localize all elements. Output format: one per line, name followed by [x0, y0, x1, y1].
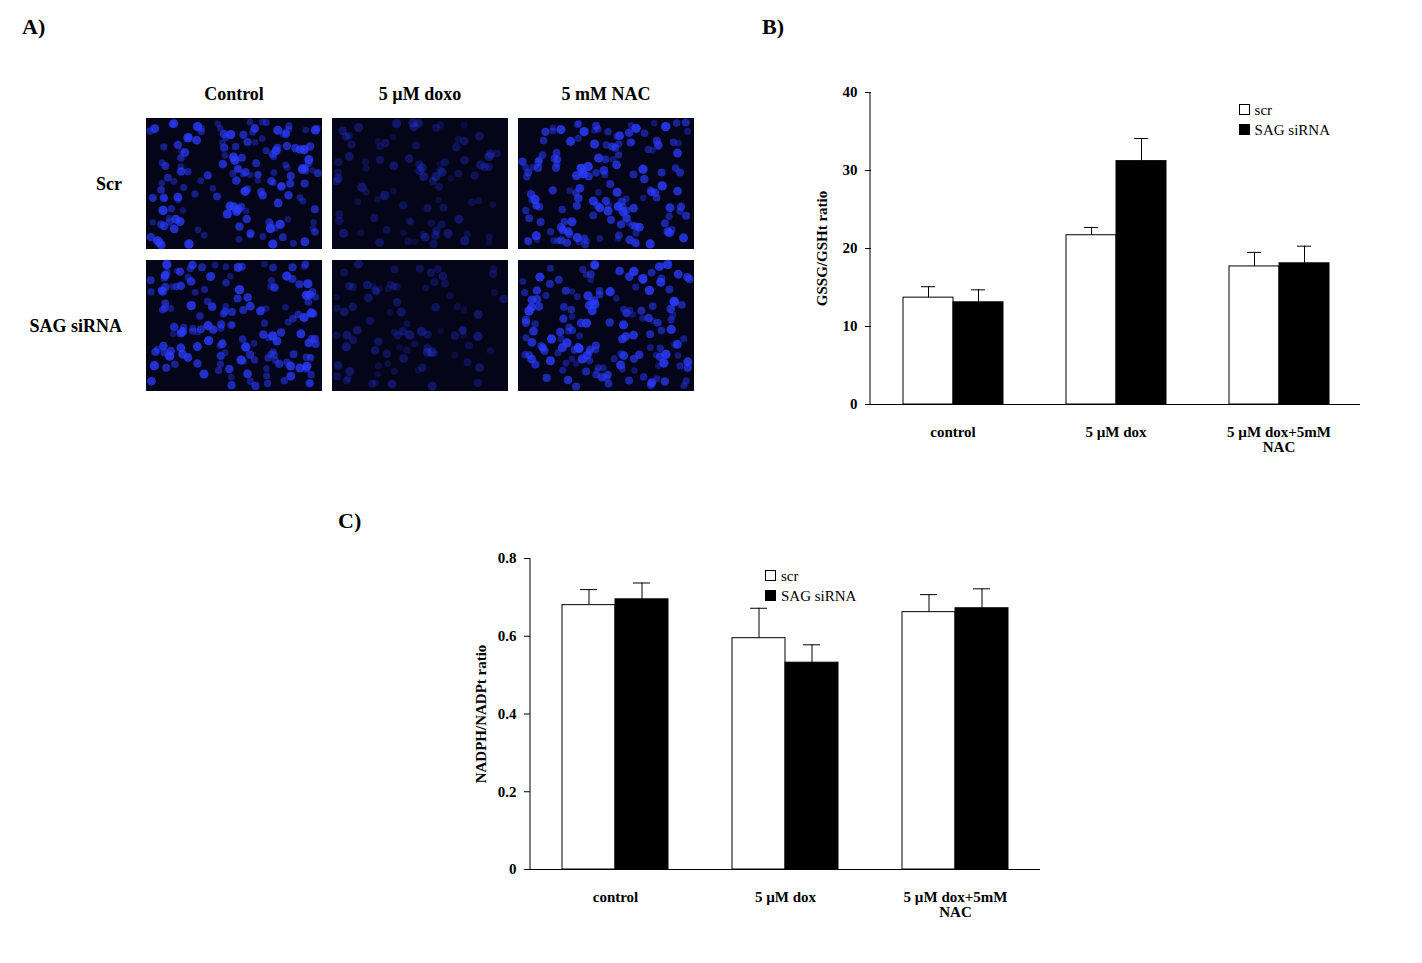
html-text:SAG siRNA: SAG siRNA [781, 588, 857, 604]
html-text:C): C) [338, 508, 362, 533]
svg-text:control: control [593, 889, 639, 905]
svg-text:20: 20 [843, 240, 858, 256]
svg-text:30: 30 [843, 162, 858, 178]
html-text:scr: scr [781, 568, 799, 584]
svg-text:0.2: 0.2 [498, 784, 517, 800]
svg-text:0.6: 0.6 [498, 628, 517, 644]
svg-text:5 µM doxo: 5 µM doxo [379, 84, 461, 104]
svg-text:5 µM dox: 5 µM dox [755, 889, 817, 905]
svg-text:40: 40 [843, 84, 858, 100]
svg-text:0.4: 0.4 [498, 706, 517, 722]
svg-text:Control: Control [204, 84, 264, 104]
svg-text:0: 0 [850, 396, 858, 412]
svg-text:GSSG/GSHt ratio: GSSG/GSHt ratio [814, 191, 830, 306]
html-text:SAG siRNA: SAG siRNA [1254, 122, 1330, 138]
html-text:B): B) [762, 14, 784, 39]
svg-text:10: 10 [843, 318, 858, 334]
svg-text:5 µM dox+5mMNAC: 5 µM dox+5mMNAC [1227, 424, 1331, 455]
svg-text:NADPH/NADPt ratio: NADPH/NADPt ratio [473, 645, 489, 784]
svg-text:5 µM dox: 5 µM dox [1085, 424, 1147, 440]
svg-text:control: control [930, 424, 976, 440]
svg-text:5 µM dox+5mMNAC: 5 µM dox+5mMNAC [904, 889, 1008, 920]
svg-text:0: 0 [509, 861, 517, 877]
html-text:A): A) [22, 14, 46, 39]
svg-text:0.8: 0.8 [498, 550, 517, 566]
html-text:scr: scr [1254, 102, 1273, 118]
svg-text:Scr: Scr [96, 174, 122, 194]
svg-text:SAG siRNA: SAG siRNA [29, 316, 122, 336]
svg-text:5 mM NAC: 5 mM NAC [562, 84, 651, 104]
